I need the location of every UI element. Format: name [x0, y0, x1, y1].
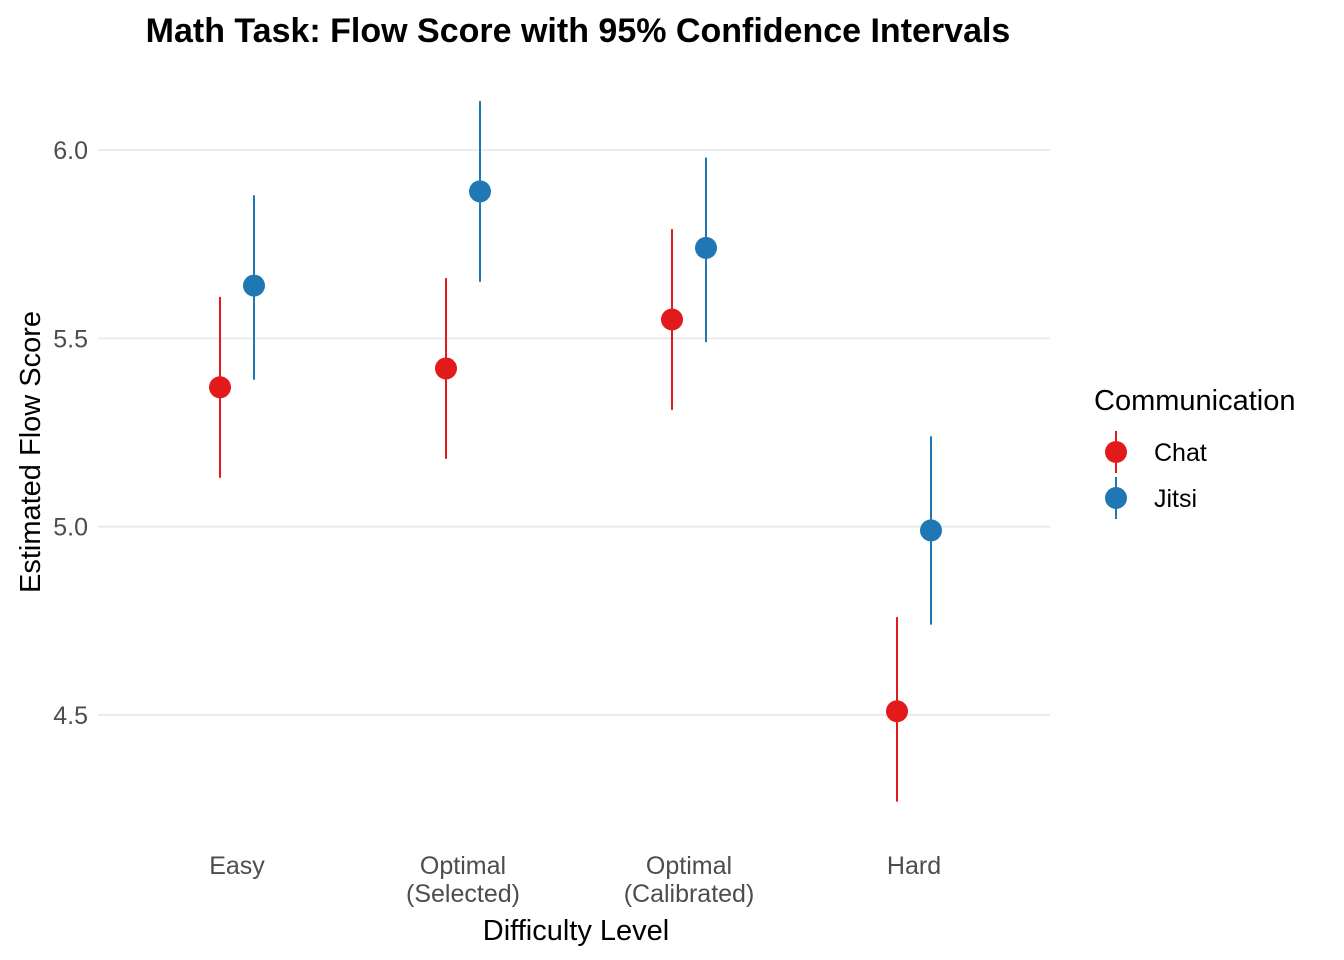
legend-key-jitsi [1105, 487, 1127, 509]
x-tick-label: Optimal [420, 852, 506, 880]
y-tick-label: 5.5 [53, 325, 88, 353]
legend-key-chat [1105, 441, 1127, 463]
gridlines [98, 149, 1050, 716]
point-jitsi [695, 236, 717, 259]
point-chat [209, 376, 231, 399]
point-jitsi [243, 274, 265, 297]
point-chat [886, 700, 908, 723]
point-chat [435, 357, 457, 380]
y-tick-label: 6.0 [53, 137, 88, 165]
x-axis-ticks: Easy Optimal(Selected)Optimal(Calibrated)… [209, 852, 941, 908]
legend-label: Chat [1154, 439, 1207, 467]
x-tick-label: Hard [887, 852, 941, 880]
x-axis-label: Difficulty Level [483, 915, 669, 947]
point-chat [661, 308, 683, 331]
chart-title: Math Task: Flow Score with 95% Confidenc… [146, 12, 1011, 50]
legend: Communication Chat Jitsi [1094, 385, 1295, 519]
legend-items: Chat Jitsi [1105, 431, 1207, 519]
x-tick-label: (Selected) [406, 880, 520, 908]
point-jitsi [469, 180, 491, 203]
y-axis-ticks: 4.5 5.0 5.5 6.0 [53, 137, 88, 730]
x-tick-label: Easy [209, 852, 265, 880]
point-jitsi [920, 519, 942, 542]
legend-title: Communication [1094, 385, 1295, 417]
plot-marks [209, 101, 942, 802]
legend-label: Jitsi [1154, 485, 1197, 513]
y-tick-label: 4.5 [53, 702, 88, 730]
y-axis-label: Estimated Flow Score [15, 311, 47, 593]
x-tick-label: (Calibrated) [624, 880, 755, 908]
x-tick-label: Optimal [646, 852, 732, 880]
y-tick-label: 5.0 [53, 514, 88, 542]
